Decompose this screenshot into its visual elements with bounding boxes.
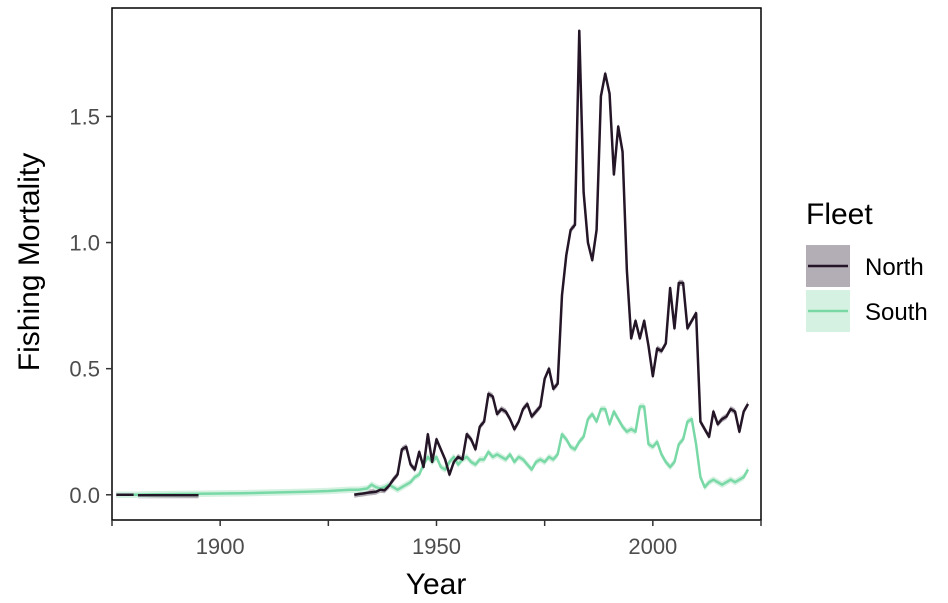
x-axis-title: Year	[406, 568, 467, 601]
north-band-group	[116, 27, 749, 499]
x-tick-label-1900: 1900	[196, 534, 245, 559]
north-band-segment-2	[354, 27, 749, 498]
legend-item-north: North	[806, 245, 924, 287]
legend-label-north: North	[865, 254, 924, 281]
x-tick-label-1950: 1950	[412, 534, 461, 559]
legend: Fleet North South	[806, 198, 928, 332]
south-band-segment-0	[116, 403, 749, 499]
south-line-group	[116, 405, 750, 497]
y-axis-ticks: 0.0 0.5 1.0 1.5	[69, 104, 112, 508]
y-axis-title: Fishing Mortality	[13, 153, 46, 371]
legend-title: Fleet	[806, 198, 873, 231]
south-line-segment-0	[116, 405, 750, 497]
x-axis-ticks: 1900 1950 2000	[111, 520, 762, 559]
y-tick-label-0: 0.0	[69, 483, 100, 508]
legend-item-south: South	[806, 290, 928, 332]
y-tick-label-1: 0.5	[69, 357, 100, 382]
south-band-group	[116, 403, 749, 499]
legend-label-south: South	[865, 299, 928, 326]
y-tick-label-2: 1.0	[69, 231, 100, 256]
north-line-group	[116, 29, 750, 497]
x-tick-label-2000: 2000	[628, 534, 677, 559]
y-tick-label-3: 1.5	[69, 104, 100, 129]
north-line-segment-2	[354, 29, 750, 497]
